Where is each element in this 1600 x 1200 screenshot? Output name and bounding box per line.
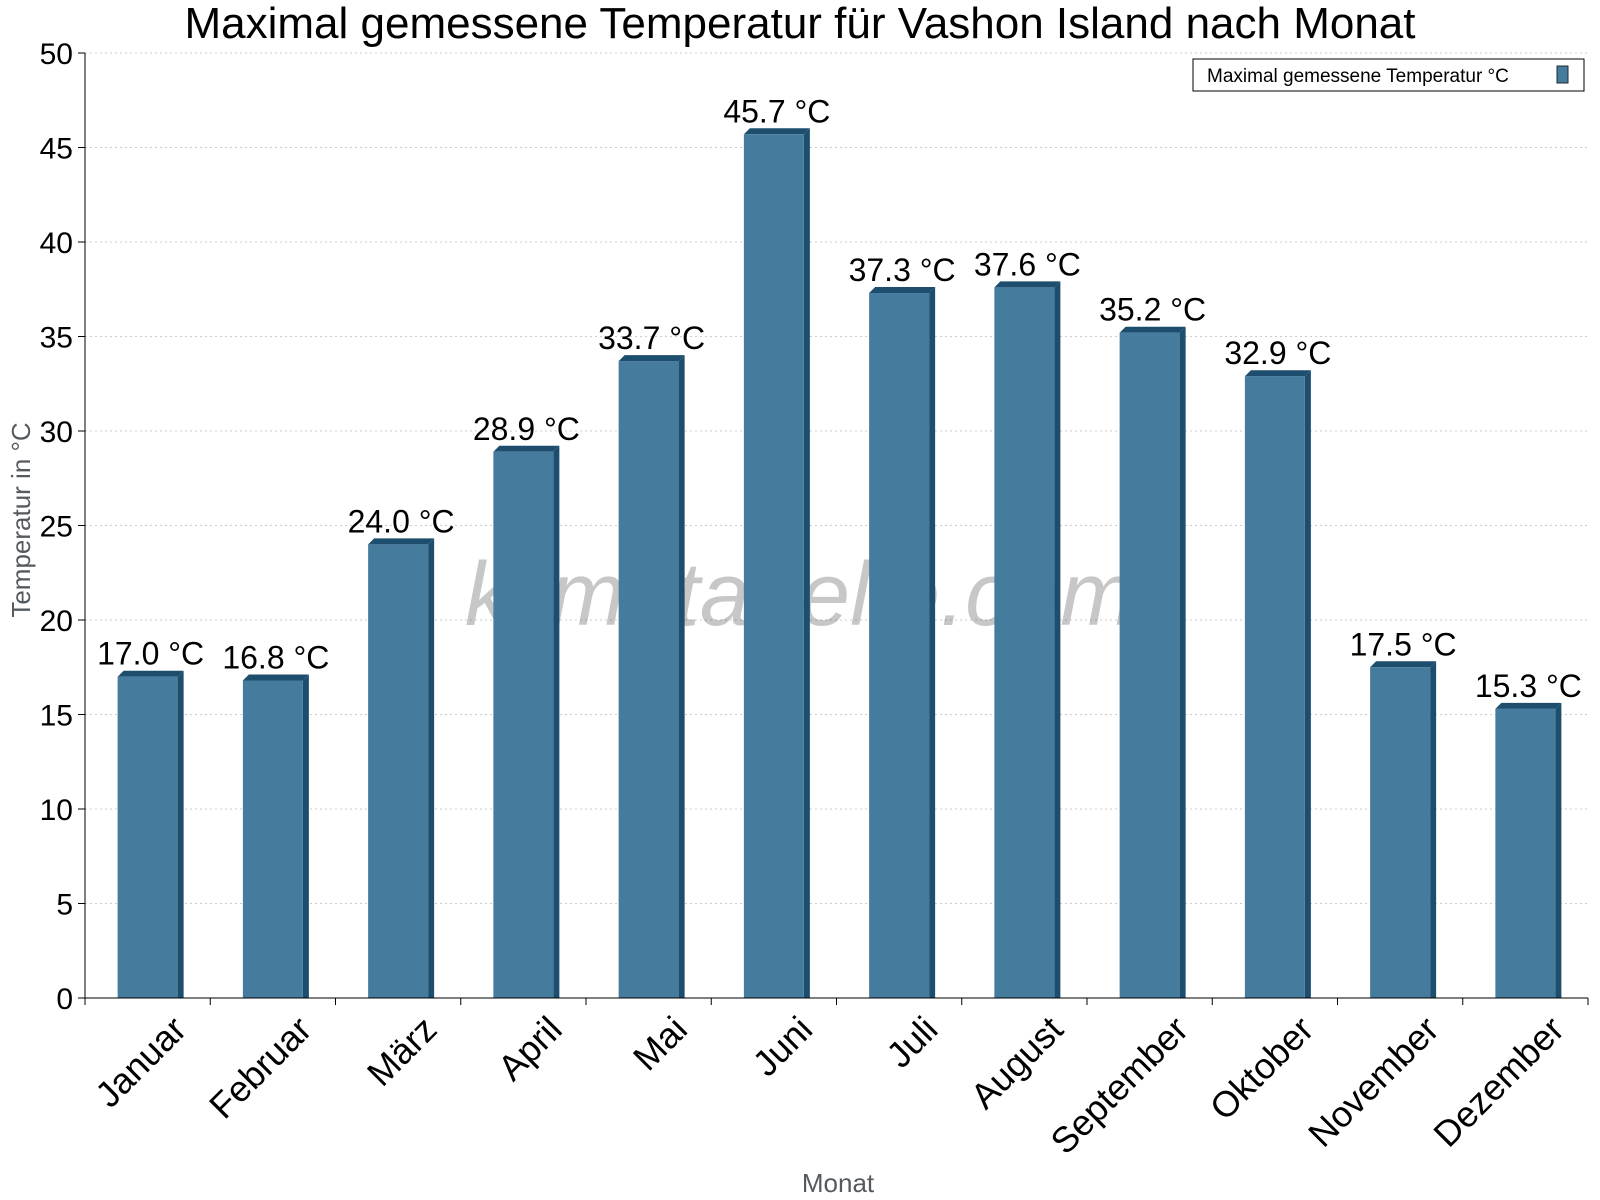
bar-side-Februar: [302, 674, 309, 998]
bar-front-Juli: [869, 293, 930, 998]
data-label-November: 17.5 °C: [1350, 626, 1457, 662]
y-tick-labels: 0 5 10 15 20 25 30 35 40 45 50: [40, 38, 73, 1016]
bar-front-Juni: [743, 134, 804, 998]
bar-side-Oktober: [1304, 370, 1311, 998]
y-tick-label-25: 25: [40, 511, 73, 544]
x-tick-label-Januar: Januar: [87, 1008, 194, 1115]
bar-top-Dezember: [1495, 702, 1562, 709]
bar-side-August: [1054, 281, 1061, 998]
x-tick-label-April: April: [490, 1008, 570, 1088]
bar-side-Juli: [929, 287, 936, 998]
bar-front-August: [994, 287, 1055, 998]
bar-top-Mai: [618, 355, 685, 362]
axes: [78, 52, 1589, 1005]
x-tick-label-Mai: Mai: [625, 1008, 695, 1078]
bar-front-November: [1370, 667, 1431, 998]
bar-front-Februar: [242, 680, 303, 998]
legend-box: [1192, 58, 1585, 92]
bar-front-Mai: [618, 361, 679, 998]
bar-Dezember: [1495, 702, 1562, 998]
bar-side-Januar: [177, 670, 184, 998]
x-tick-label-Juli: Juli: [878, 1008, 945, 1075]
bar-side-Juni: [803, 128, 810, 998]
bar-top-Februar: [242, 674, 309, 681]
y-axis-label: Temperatur in °C: [6, 422, 36, 617]
bar-top-April: [493, 445, 560, 452]
y-tick-label-50: 50: [40, 38, 73, 71]
data-label-Juli: 37.3 °C: [849, 252, 956, 288]
data-label-Dezember: 15.3 °C: [1475, 668, 1582, 704]
x-tick-labels: Januar Februar März April Mai Juni Juli AugustS…: [87, 1008, 1572, 1162]
bar-side-September: [1179, 326, 1186, 999]
bar-Juli: [869, 287, 936, 998]
data-label-Oktober: 32.9 °C: [1224, 335, 1331, 371]
legend-swatch: [1556, 65, 1569, 84]
bar-front-September: [1119, 332, 1180, 999]
x-axis-label: Monat: [802, 1168, 875, 1198]
x-tick-label-Oktober: Oktober: [1202, 1008, 1322, 1128]
chart-title: Maximal gemessene Temperatur für Vashon …: [184, 0, 1415, 48]
data-labels: 17.0 °C 16.8 °C 24.0 °C 28.9 °C 33.7 °C 45.7 …: [97, 93, 1582, 704]
y-tick-label-10: 10: [40, 794, 73, 827]
data-label-Februar: 16.8 °C: [222, 639, 329, 675]
bar-Mai: [618, 355, 685, 998]
bar-top-September: [1119, 326, 1186, 333]
bar-top-März: [368, 538, 435, 545]
y-tick-label-30: 30: [40, 416, 73, 449]
bar-front-April: [493, 451, 554, 998]
bar-side-November: [1430, 661, 1437, 998]
bars: [117, 128, 1562, 999]
bar-top-November: [1370, 661, 1437, 668]
bar-August: [994, 281, 1061, 998]
bar-front-Dezember: [1495, 708, 1556, 998]
bar-top-Juli: [869, 287, 936, 294]
bar-Juni: [743, 128, 810, 998]
legend: Maximal gemessene Temperatur °C: [1192, 58, 1585, 92]
bar-September: [1119, 326, 1186, 999]
bar-front-März: [368, 544, 429, 998]
y-tick-label-35: 35: [40, 322, 73, 355]
bar-side-März: [428, 538, 435, 998]
bar-November: [1370, 661, 1437, 998]
bar-front-Oktober: [1244, 376, 1305, 998]
bar-top-Januar: [117, 670, 184, 677]
data-label-Juni: 45.7 °C: [723, 93, 830, 129]
bar-top-Oktober: [1244, 370, 1311, 377]
y-tick-label-0: 0: [56, 983, 73, 1016]
data-label-März: 24.0 °C: [348, 503, 455, 539]
data-label-September: 35.2 °C: [1099, 292, 1206, 328]
y-tick-label-5: 5: [56, 889, 73, 922]
x-tick-label-November: November: [1300, 1008, 1446, 1154]
grid-lines: [85, 52, 1588, 904]
bar-März: [368, 538, 435, 998]
bar-front-Januar: [117, 676, 178, 998]
bar-Februar: [242, 674, 309, 998]
x-tick-label-September: September: [1042, 1008, 1196, 1162]
x-tick-label-August: August: [962, 1008, 1070, 1116]
x-tick-label-März: März: [359, 1008, 445, 1094]
legend-label: Maximal gemessene Temperatur °C: [1207, 66, 1509, 87]
bar-Oktober: [1244, 370, 1311, 998]
bar-side-April: [553, 445, 560, 998]
x-tick-label-Juni: Juni: [745, 1008, 821, 1084]
y-tick-label-45: 45: [40, 133, 73, 166]
x-tick-label-Dezember: Dezember: [1425, 1008, 1571, 1154]
bar-top-August: [994, 281, 1061, 288]
bar-April: [493, 445, 560, 998]
data-label-Januar: 17.0 °C: [97, 636, 204, 672]
data-label-Mai: 33.7 °C: [598, 320, 705, 356]
bar-side-Mai: [678, 355, 685, 998]
y-tick-label-20: 20: [40, 605, 73, 638]
data-label-August: 37.6 °C: [974, 246, 1081, 282]
bar-top-Juni: [743, 128, 810, 135]
data-label-April: 28.9 °C: [473, 411, 580, 447]
bar-side-Dezember: [1555, 702, 1562, 998]
bar-Januar: [117, 670, 184, 998]
y-tick-label-15: 15: [40, 700, 73, 733]
y-tick-label-40: 40: [40, 227, 73, 260]
x-tick-label-Februar: Februar: [201, 1008, 319, 1126]
